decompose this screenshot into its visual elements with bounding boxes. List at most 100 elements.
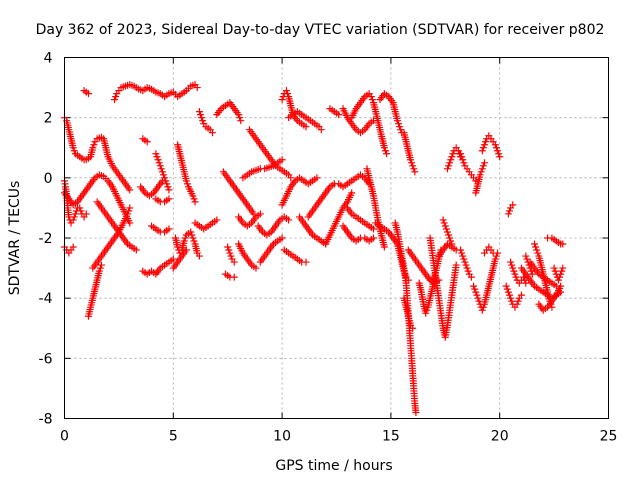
data-point xyxy=(70,147,78,155)
data-point xyxy=(174,243,182,251)
data-point xyxy=(523,255,531,263)
data-point xyxy=(154,156,162,164)
data-point xyxy=(126,186,134,194)
series-arc-13 xyxy=(139,255,177,278)
series-arc-54 xyxy=(439,216,456,248)
data-point xyxy=(446,159,454,167)
data-point xyxy=(511,270,519,278)
data-point xyxy=(472,288,480,296)
series-arc-01 xyxy=(61,114,134,194)
grid xyxy=(64,57,609,419)
data-point xyxy=(478,147,486,155)
data-point xyxy=(152,150,160,158)
data-point xyxy=(317,126,325,134)
data-point xyxy=(503,285,511,293)
data-point xyxy=(227,252,235,260)
series-arc-23 xyxy=(222,270,238,281)
data-point xyxy=(69,144,77,152)
data-point xyxy=(462,261,470,269)
data-point xyxy=(164,183,172,191)
data-point xyxy=(476,171,484,179)
series-arc-39 xyxy=(326,105,343,119)
series-arc-31 xyxy=(278,87,310,131)
series-arc-42 xyxy=(343,204,377,233)
data-point xyxy=(473,291,481,299)
series-arc-35 xyxy=(296,213,330,248)
data-point xyxy=(461,258,469,266)
data-point xyxy=(507,258,515,266)
data-point xyxy=(396,123,404,131)
data-point xyxy=(335,111,343,119)
series-arc-57 xyxy=(457,246,475,281)
series-arc-09 xyxy=(111,81,201,104)
data-point xyxy=(492,144,500,152)
series-arc-36 xyxy=(304,180,338,221)
series-arc-12 xyxy=(152,150,173,194)
data-point xyxy=(397,126,405,134)
series-arc-03 xyxy=(61,243,77,257)
chart-title: Day 362 of 2023, Sidereal Day-to-day VTE… xyxy=(36,22,605,38)
data-point xyxy=(157,165,165,173)
data-point xyxy=(225,246,233,254)
series-arc-11 xyxy=(137,177,166,200)
data-point xyxy=(470,282,478,290)
series-arc-15 xyxy=(148,222,173,236)
data-point xyxy=(165,195,173,203)
series-arc-38 xyxy=(330,171,373,191)
data-point xyxy=(467,273,475,281)
data-point xyxy=(504,288,512,296)
data-point xyxy=(213,216,221,224)
data-point xyxy=(479,144,487,152)
data-point xyxy=(557,270,565,278)
data-point xyxy=(460,255,468,263)
data-point xyxy=(95,267,103,275)
data-point xyxy=(514,297,522,305)
data-point xyxy=(191,198,199,206)
series-arc-07 xyxy=(93,198,140,254)
data-point xyxy=(489,249,497,257)
data-point xyxy=(181,234,189,242)
data-point xyxy=(463,264,471,272)
data-point xyxy=(169,255,177,263)
data-point xyxy=(183,180,191,188)
data-point xyxy=(448,240,456,248)
data-point xyxy=(162,177,170,185)
series-arc-20 xyxy=(195,108,216,137)
data-point xyxy=(446,234,454,242)
x-axis-ticks: 0 5 10 15 20 25 xyxy=(60,57,618,445)
data-point xyxy=(556,273,564,281)
data-point xyxy=(198,114,206,122)
data-point xyxy=(84,90,92,98)
series-arc-41 xyxy=(348,90,391,158)
data-point xyxy=(409,324,417,332)
series-arc-25 xyxy=(235,240,260,272)
data-point xyxy=(423,306,431,314)
data-point xyxy=(224,243,232,251)
data-point xyxy=(458,153,466,161)
data-point xyxy=(302,123,310,131)
data-point xyxy=(90,141,98,149)
data-point xyxy=(302,258,310,266)
data-point xyxy=(188,231,196,239)
data-point xyxy=(409,162,417,170)
data-point xyxy=(158,168,166,176)
data-point xyxy=(195,252,203,260)
series-arc-21 xyxy=(213,99,245,125)
data-point xyxy=(111,96,119,104)
data-point xyxy=(478,165,486,173)
series-arc-69 xyxy=(544,234,567,248)
data-point xyxy=(278,156,286,164)
x-tick-label: 0 xyxy=(60,429,69,445)
series-arc-16 xyxy=(174,141,199,206)
data-point xyxy=(554,276,562,284)
series-arc-40 xyxy=(339,105,377,137)
data-point xyxy=(525,261,533,269)
x-tick-label: 5 xyxy=(169,429,178,445)
data-point xyxy=(558,267,566,275)
data-point xyxy=(482,138,490,146)
data-point xyxy=(197,111,204,119)
data-point xyxy=(287,174,295,182)
series-arc-37 xyxy=(322,189,356,248)
x-tick-label: 25 xyxy=(600,429,618,445)
data-point xyxy=(112,93,120,101)
